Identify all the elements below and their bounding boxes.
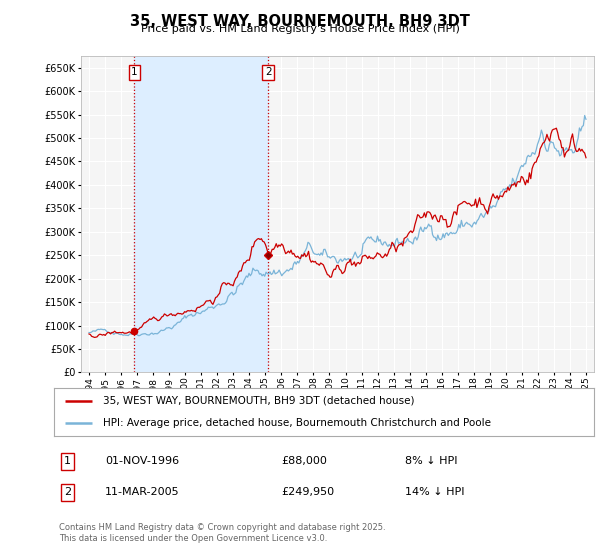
Text: 35, WEST WAY, BOURNEMOUTH, BH9 3DT (detached house): 35, WEST WAY, BOURNEMOUTH, BH9 3DT (deta…: [103, 396, 414, 406]
Text: 1: 1: [64, 456, 71, 466]
Text: 11-MAR-2005: 11-MAR-2005: [106, 487, 180, 497]
Text: Contains HM Land Registry data © Crown copyright and database right 2025.
This d: Contains HM Land Registry data © Crown c…: [59, 523, 386, 543]
Text: £249,950: £249,950: [281, 487, 334, 497]
Text: 2: 2: [64, 487, 71, 497]
Text: 01-NOV-1996: 01-NOV-1996: [106, 456, 179, 466]
Text: HPI: Average price, detached house, Bournemouth Christchurch and Poole: HPI: Average price, detached house, Bour…: [103, 418, 491, 428]
Text: 35, WEST WAY, BOURNEMOUTH, BH9 3DT: 35, WEST WAY, BOURNEMOUTH, BH9 3DT: [130, 14, 470, 29]
Text: 1: 1: [131, 67, 138, 77]
Text: 14% ↓ HPI: 14% ↓ HPI: [405, 487, 464, 497]
Bar: [134, 56, 268, 372]
Text: £88,000: £88,000: [281, 456, 326, 466]
Text: 2: 2: [265, 67, 272, 77]
Text: Price paid vs. HM Land Registry's House Price Index (HPI): Price paid vs. HM Land Registry's House …: [140, 24, 460, 34]
Text: 8% ↓ HPI: 8% ↓ HPI: [405, 456, 458, 466]
